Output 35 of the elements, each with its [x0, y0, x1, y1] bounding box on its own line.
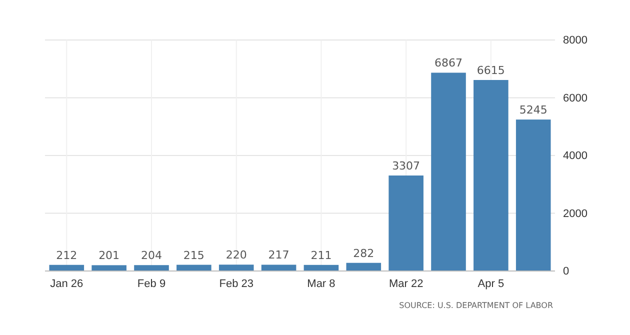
y-tick-label: 0	[563, 266, 570, 278]
bar	[388, 176, 424, 271]
y-tick-label: 6000	[563, 92, 588, 104]
data-label: 282	[353, 246, 374, 260]
data-label: 212	[56, 248, 78, 262]
y-tick-label: 8000	[563, 34, 588, 47]
bar	[218, 264, 254, 271]
x-tick-label: Mar 22	[388, 278, 424, 290]
y-tick-label: 4000	[563, 150, 588, 162]
data-label: 5245	[519, 104, 548, 117]
x-tick-label: Jan 26	[50, 278, 84, 290]
data-label: 211	[310, 248, 332, 262]
x-tick-label: Feb 9	[137, 278, 166, 290]
data-label: 6615	[476, 64, 505, 77]
bar	[261, 264, 296, 271]
x-tick-label: Mar 8	[307, 278, 336, 290]
y-tick-label: 2000	[563, 208, 588, 220]
bar	[134, 265, 169, 271]
bar	[304, 264, 339, 271]
data-label: 204	[140, 249, 162, 262]
x-tick-label: Apr 5	[478, 278, 504, 290]
data-label: 215	[183, 248, 204, 262]
bar	[49, 264, 84, 271]
bar	[346, 262, 382, 271]
source-note: SOURCE: U.S. DEPARTMENT OF LABOR	[399, 301, 554, 310]
bar	[516, 120, 551, 271]
data-label: 220	[226, 248, 247, 262]
x-tick-label: Feb 23	[219, 278, 254, 290]
data-label: 217	[268, 248, 290, 262]
data-label: 3307	[392, 160, 420, 173]
bar	[474, 80, 508, 271]
bar	[92, 265, 126, 271]
data-label: 201	[98, 249, 120, 262]
bar	[431, 72, 466, 271]
data-label: 6867	[434, 56, 463, 70]
